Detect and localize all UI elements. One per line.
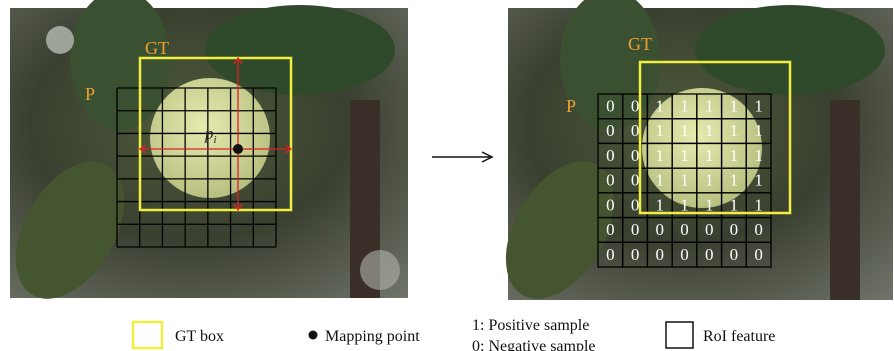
cell-value: 1 [730, 146, 739, 165]
cell-value: 1 [730, 171, 739, 190]
cell-value: 1 [705, 195, 714, 214]
cell-value: 0 [606, 245, 615, 264]
gt-label: GT [628, 34, 652, 54]
cell-value: 0 [656, 220, 665, 239]
arrow [432, 152, 492, 162]
legend-roi-swatch [666, 322, 693, 348]
p-label: P [566, 96, 576, 116]
legend-roi: RoI feature [703, 328, 775, 345]
cell-value: 0 [606, 195, 615, 214]
cell-value: 0 [631, 245, 640, 264]
cell-value: 1 [730, 195, 739, 214]
cell-value: 1 [730, 121, 739, 140]
cell-value: 1 [656, 171, 665, 190]
cell-value: 0 [631, 195, 640, 214]
cell-value: 0 [631, 96, 640, 115]
cell-value: 1 [754, 121, 763, 140]
cell-value: 1 [730, 96, 739, 115]
cell-value: 1 [754, 195, 763, 214]
legend-gt-swatch [133, 322, 162, 348]
cell-value: 1 [656, 121, 665, 140]
cell-value: 0 [606, 220, 615, 239]
cell-value: 0 [754, 220, 763, 239]
cell-value: 0 [754, 245, 763, 264]
cell-value: 0 [606, 146, 615, 165]
mapping-point [233, 144, 243, 154]
cell-value: 0 [631, 171, 640, 190]
cell-value: 0 [656, 245, 665, 264]
cell-value: 1 [656, 96, 665, 115]
left-photo [0, 0, 408, 317]
cell-value: 1 [754, 171, 763, 190]
cell-value: 1 [754, 96, 763, 115]
p-label: P [85, 84, 95, 104]
cell-value: 0 [730, 220, 739, 239]
cell-value: 0 [705, 220, 714, 239]
cell-value: 0 [606, 171, 615, 190]
cell-value: 0 [606, 121, 615, 140]
cell-value: 1 [705, 146, 714, 165]
cell-value: 0 [705, 245, 714, 264]
legend-point-swatch [309, 331, 318, 340]
legend-point: Mapping point [325, 328, 420, 345]
cell-value: 1 [656, 146, 665, 165]
cell-value: 0 [631, 146, 640, 165]
legend-gt: GT box [175, 328, 224, 345]
legend-negative: 0: Negative sample [472, 338, 596, 351]
cell-value: 1 [705, 171, 714, 190]
cell-value: 0 [680, 220, 689, 239]
cell-value: 0 [730, 245, 739, 264]
cell-value: 0 [680, 245, 689, 264]
cell-value: 1 [705, 96, 714, 115]
figure: GT P pi 00111110011111001111100111110011… [0, 0, 894, 351]
legend-positive: 1: Positive sample [472, 317, 589, 334]
cell-value: 1 [680, 96, 689, 115]
cell-value: 1 [754, 146, 763, 165]
cell-value: 1 [680, 121, 689, 140]
cell-value: 1 [680, 146, 689, 165]
cell-value: 0 [631, 121, 640, 140]
cell-value: 0 [631, 220, 640, 239]
gt-label: GT [145, 38, 169, 58]
cell-value: 0 [606, 96, 615, 115]
cell-value: 1 [656, 195, 665, 214]
cell-value: 1 [705, 121, 714, 140]
cell-value: 1 [680, 171, 689, 190]
cell-value: 1 [680, 195, 689, 214]
